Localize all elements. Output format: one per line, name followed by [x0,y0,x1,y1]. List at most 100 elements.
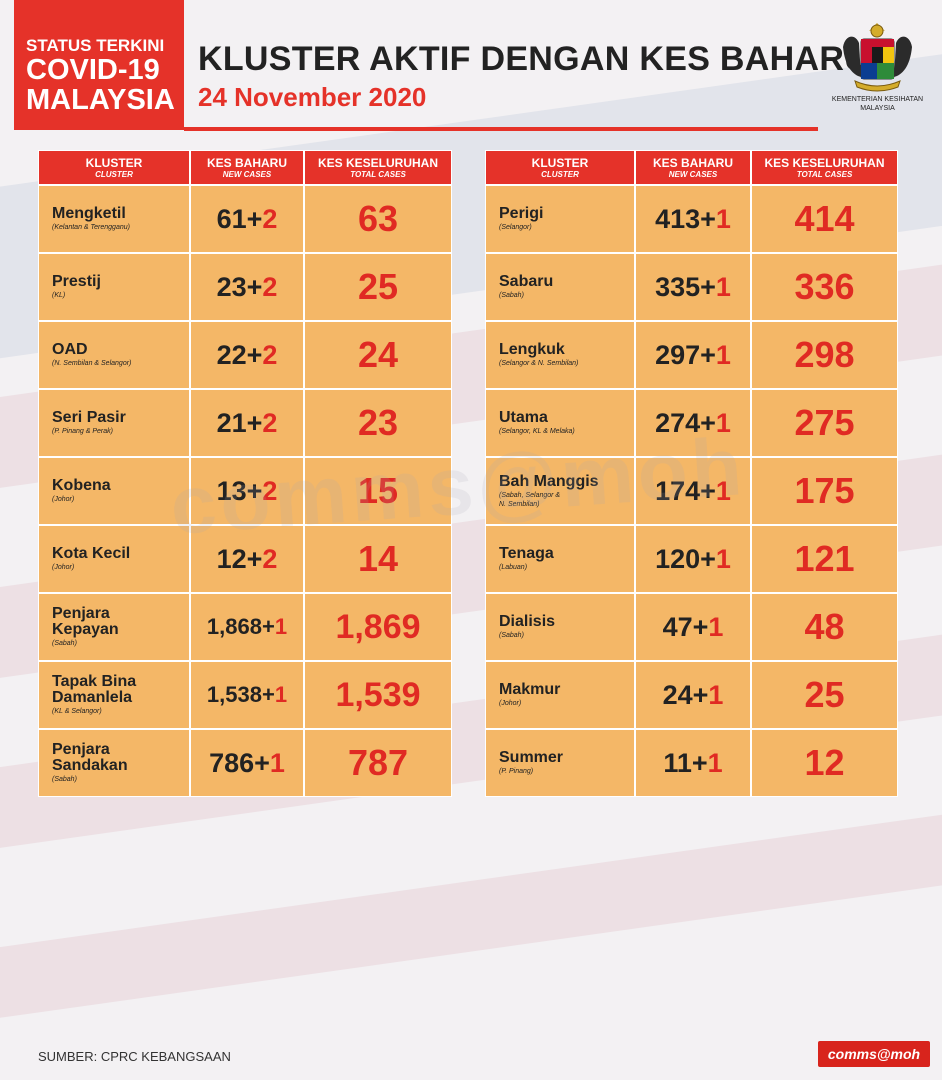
new-cases-cell: 22+2 [190,321,304,389]
header-total-sublabel: TOTAL CASES [796,169,853,179]
total-cases-cell: 12 [751,729,898,797]
table-row: Summer (P. Pinang) 11+1 12 [485,729,898,797]
total-cases-cell: 1,539 [304,661,452,729]
badge-covid-text: COVID-19 [26,54,160,86]
cluster-cell: Kota Kecil (Johor) [38,525,190,593]
page-title: KLUSTER AKTIF DENGAN KES BAHARU [198,40,870,78]
table-header-row: KLUSTER CLUSTER KES BAHARU NEW CASES KES… [38,150,452,185]
total-cases-cell: 14 [304,525,452,593]
total-cases-value: 24 [357,334,399,375]
header-new-label: KES BAHARU [206,155,287,170]
previous-cases-value: 1,538+ [206,682,275,707]
previous-cases-value: 786+ [209,747,270,778]
new-cases-cell: 61+2 [190,185,304,253]
previous-cases-value: 274+ [655,407,716,438]
cluster-cell: Bah Manggis (Sabah, Selangor & N. Sembila… [485,457,635,525]
cluster-cell: OAD (N. Sembilan & Selangor) [38,321,190,389]
column-header-cluster: KLUSTER CLUSTER [485,150,635,185]
table-row: Perigi (Selangor) 413+1 414 [485,185,898,253]
table-row: Sabaru (Sabah) 335+1 336 [485,253,898,321]
table-row: Prestij (KL) 23+2 25 [38,253,452,321]
cluster-name: OAD [52,341,88,358]
cluster-location: (Selangor & N. Sembilan) [499,360,579,367]
total-cases-value: 12 [804,742,845,783]
new-cases-value: 1 [715,475,731,506]
cluster-location: (Kelantan & Terengganu) [52,224,130,231]
new-cases-cell: 120+1 [635,525,751,593]
new-cases-value: 1 [715,407,731,438]
table-row: Bah Manggis (Sabah, Selangor & N. Sembila… [485,457,898,525]
new-cases-cell: 47+1 [635,593,751,661]
header-cluster-sublabel: CLUSTER [541,169,579,179]
total-cases-cell: 414 [751,185,898,253]
total-cases-cell: 175 [751,457,898,525]
new-cases-value: 2 [262,475,278,506]
cluster-cell: Dialisis (Sabah) [485,593,635,661]
cluster-location: (Selangor, KL & Melaka) [499,428,575,435]
total-cases-value: 48 [804,606,845,647]
previous-cases-value: 22+ [216,339,263,370]
previous-cases-value: 174+ [655,475,716,506]
table-row: Penjara Sandakan (Sabah) 786+1 787 [38,729,452,797]
previous-cases-value: 21+ [216,407,263,438]
new-cases-cell: 274+1 [635,389,751,457]
cluster-table-left: KLUSTER CLUSTER KES BAHARU NEW CASES KES… [38,150,452,797]
new-cases-value: 1 [715,271,731,302]
new-cases-cell: 174+1 [635,457,751,525]
new-cases-value: 2 [262,407,278,438]
cluster-location: (Selangor) [499,224,532,231]
table-header-row: KLUSTER CLUSTER KES BAHARU NEW CASES KES… [485,150,898,185]
cluster-name: Mengketil [52,205,126,222]
cluster-name: Kota Kecil [52,545,131,562]
header-cluster-label: KLUSTER [531,155,589,170]
cluster-location: (Johor) [52,496,75,503]
badge-status-text: STATUS TERKINI [26,36,165,55]
badge-country-text: MALAYSIA [26,84,175,116]
header-total-label: KES KESELURUHAN [317,155,438,170]
cluster-name: Penjara Sandakan [52,741,128,774]
coat-of-arms-icon [843,23,912,92]
total-cases-value: 275 [794,402,855,443]
new-cases-cell: 786+1 [190,729,304,797]
previous-cases-value: 13+ [216,475,263,506]
new-cases-cell: 21+2 [190,389,304,457]
total-cases-cell: 24 [304,321,452,389]
table-row: Tapak Bina Damanlela (KL & Selangor) 1,538… [38,661,452,729]
previous-cases-value: 1,868+ [206,614,275,639]
new-cases-value: 1 [269,747,285,778]
cluster-name: Sabaru [499,273,554,290]
brand-logo: comms@moh [818,1041,930,1067]
cluster-location: (P. Pinang) [499,768,534,775]
new-cases-value: 2 [262,271,278,302]
previous-cases-value: 335+ [655,271,716,302]
new-cases-cell: 1,538+1 [190,661,304,729]
cluster-name: Penjara Kepayan [52,605,119,638]
cluster-name: Bah Manggis [499,472,599,490]
previous-cases-value: 297+ [655,339,716,370]
new-cases-value: 1 [708,679,724,710]
cluster-location: (KL) [52,292,66,299]
header-divider [184,127,818,131]
previous-cases-value: 11+ [663,747,708,778]
previous-cases-value: 12+ [216,543,263,574]
column-header-new-cases: KES BAHARU NEW CASES [190,150,304,185]
new-cases-cell: 335+1 [635,253,751,321]
previous-cases-value: 61+ [216,203,263,234]
cluster-name: Summer [499,749,564,766]
cluster-table-right: KLUSTER CLUSTER KES BAHARU NEW CASES KES… [485,150,898,797]
new-cases-cell: 413+1 [635,185,751,253]
cluster-location: (P. Pinang & Perak) [52,428,113,435]
table-row: Seri Pasir (P. Pinang & Perak) 21+2 23 [38,389,452,457]
total-cases-value: 25 [804,674,845,715]
total-cases-cell: 1,869 [304,593,452,661]
header-total-sublabel: TOTAL CASES [350,169,406,179]
total-cases-cell: 25 [304,253,452,321]
header-new-sublabel: NEW CASES [222,169,272,179]
ministry-line-1: KEMENTERIAN KESIHATAN [831,96,924,103]
cluster-cell: Perigi (Selangor) [485,185,635,253]
cluster-cell: Seri Pasir (P. Pinang & Perak) [38,389,190,457]
column-header-total-cases: KES KESELURUHAN TOTAL CASES [751,150,898,185]
cluster-cell: Tapak Bina Damanlela (KL & Selangor) [38,661,190,729]
previous-cases-value: 120+ [655,543,716,574]
table-row: Mengketil (Kelantan & Terengganu) 61+2 63 [38,185,452,253]
